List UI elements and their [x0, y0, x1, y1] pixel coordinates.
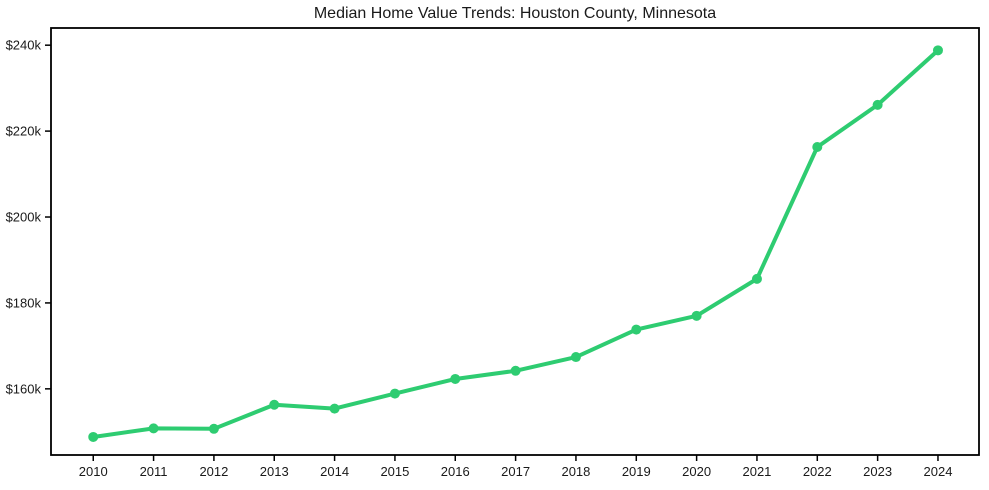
- data-point-marker: [329, 403, 340, 414]
- data-point-marker: [269, 399, 280, 410]
- x-tick-label: 2022: [803, 464, 832, 479]
- y-tick-label: $160k: [6, 381, 42, 396]
- x-tick-label: 2016: [441, 464, 470, 479]
- data-point-marker: [631, 324, 642, 335]
- y-tick-label: $220k: [6, 124, 42, 139]
- x-tick-label: 2010: [79, 464, 108, 479]
- x-tick-label: 2023: [863, 464, 892, 479]
- data-point-marker: [872, 99, 883, 110]
- x-tick-label: 2012: [199, 464, 228, 479]
- data-point-marker: [450, 373, 461, 384]
- data-point-marker: [751, 273, 762, 284]
- plot-border: [50, 27, 980, 456]
- x-tick-label: 2024: [924, 464, 953, 479]
- chart-title: Median Home Value Trends: Houston County…: [313, 5, 717, 22]
- data-point-marker: [389, 388, 400, 399]
- x-tick-label: 2021: [742, 464, 771, 479]
- x-tick-label: 2019: [622, 464, 651, 479]
- x-tick-label: 2014: [320, 464, 349, 479]
- data-point-marker: [691, 310, 702, 321]
- x-tick-label: 2017: [501, 464, 530, 479]
- data-point-marker: [510, 365, 521, 376]
- y-tick-label: $200k: [6, 209, 42, 224]
- data-point-marker: [88, 431, 99, 442]
- x-tick-label: 2015: [380, 464, 409, 479]
- data-point-marker: [148, 423, 159, 434]
- x-tick-label: 2018: [561, 464, 590, 479]
- trend-line: [91, 48, 940, 439]
- data-point-marker: [570, 352, 581, 363]
- data-point-marker: [812, 141, 823, 152]
- data-point-marker: [932, 45, 943, 56]
- x-tick-label: 2020: [682, 464, 711, 479]
- y-tick-label: $180k: [6, 295, 42, 310]
- y-tick-label: $240k: [6, 38, 42, 53]
- x-tick-label: 2013: [260, 464, 289, 479]
- data-point-marker: [208, 423, 219, 434]
- x-tick-label: 2011: [140, 464, 168, 479]
